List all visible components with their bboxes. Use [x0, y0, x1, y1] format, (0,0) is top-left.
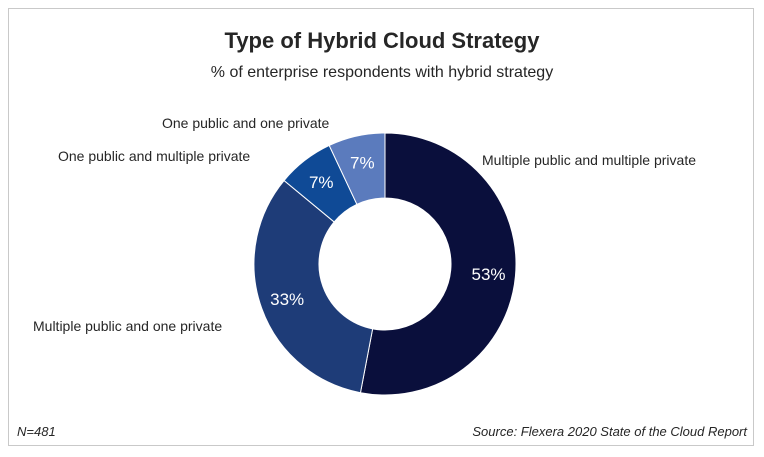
source-note: Source: Flexera 2020 State of the Cloud … [472, 424, 747, 439]
slice-multiple-public-multiple-private [359, 132, 517, 396]
chart-subtitle: % of enterprise respondents with hybrid … [210, 64, 554, 81]
slice-label-multiple-public-one-private: Multiple public and one private [33, 318, 223, 334]
pct-label-33: 33% [270, 290, 304, 309]
pct-label-7-a: 7% [309, 173, 334, 192]
slice-one-public-one-private [328, 132, 386, 205]
chart-title: Type of Hybrid Cloud Strategy [224, 28, 540, 53]
sample-size: N=481 [17, 424, 56, 439]
slice-label-one-public-multiple-private: One public and multiple private [58, 148, 251, 164]
pct-label-53: 53% [472, 265, 506, 284]
slice-multiple-public-one-private [253, 179, 374, 394]
pct-label-7-b: 7% [350, 154, 375, 173]
slice-label-multiple-public-multiple-private: Multiple public and multiple private [482, 152, 696, 168]
slice-label-one-public-one-private: One public and one private [162, 115, 330, 131]
